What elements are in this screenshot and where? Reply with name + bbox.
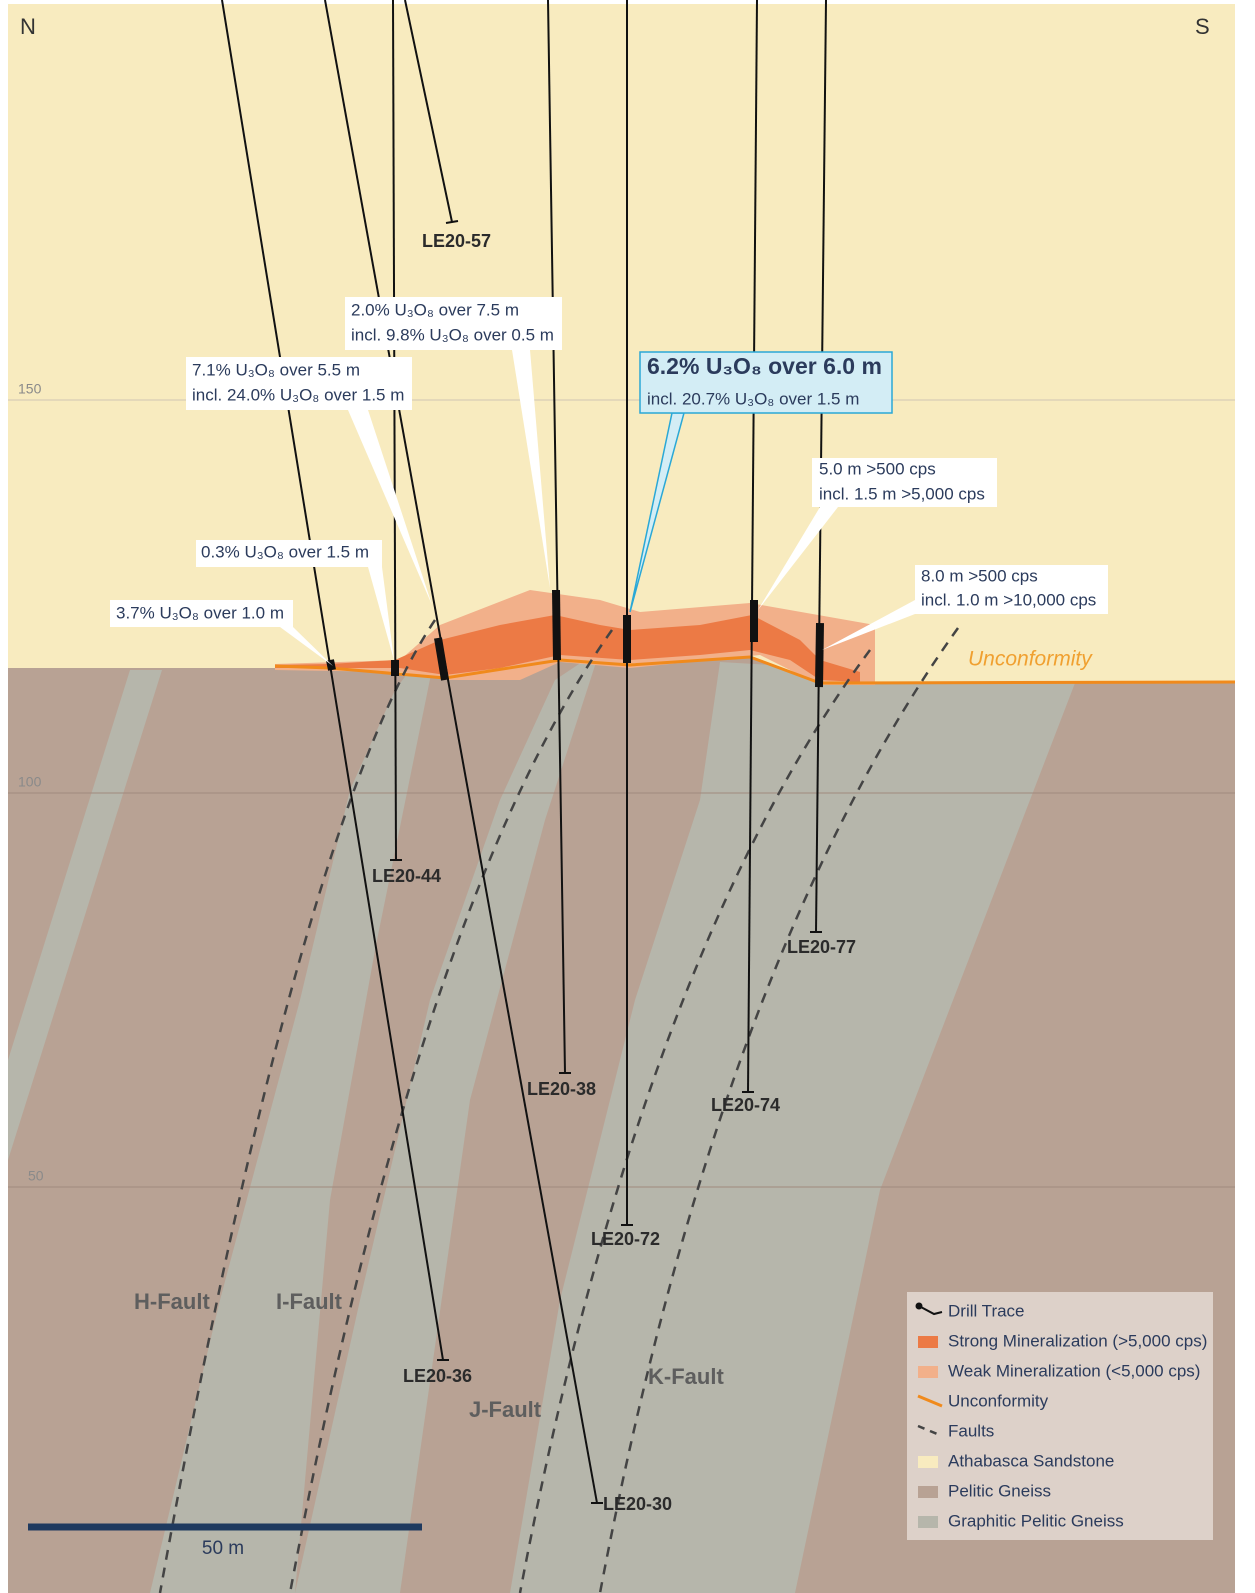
hole-label: LE20-36 xyxy=(403,1366,472,1386)
cross-section: 150 100 50 2.0% U₃O₈ over 7.5 m incl. 9 xyxy=(0,0,1255,1593)
legend-symbol xyxy=(918,1516,938,1528)
interval xyxy=(819,623,820,687)
hole-label: LE20-74 xyxy=(711,1095,780,1115)
elevation-label: 100 xyxy=(18,774,42,790)
assay-text: 8.0 m >500 cps xyxy=(921,566,1038,585)
legend-label: Graphitic Pelitic Gneiss xyxy=(948,1511,1124,1530)
assay-text: 5.0 m >500 cps xyxy=(819,459,936,478)
assay-text: 0.3% U₃O₈ over 1.5 m xyxy=(201,542,369,561)
fault-label: K-Fault xyxy=(648,1364,724,1389)
hole-label: LE20-57 xyxy=(422,231,491,251)
legend-label: Strong Mineralization (>5,000 cps) xyxy=(948,1331,1207,1350)
interval xyxy=(556,590,557,660)
hole-label: LE20-77 xyxy=(787,937,856,957)
legend-symbol xyxy=(918,1456,938,1468)
assay-text: incl. 20.7% U₃O₈ over 1.5 m xyxy=(647,389,859,408)
assay-text: incl. 1.0 m >10,000 cps xyxy=(921,590,1096,609)
assay-text: 3.7% U₃O₈ over 1.0 m xyxy=(116,603,284,622)
north-label: N xyxy=(20,14,36,39)
page: {"header": {"north": "N", "south": "S"},… xyxy=(0,0,1255,1593)
hole-label: LE20-30 xyxy=(603,1494,672,1514)
unconformity-label: Unconformity xyxy=(968,648,1093,671)
legend-symbol xyxy=(918,1336,938,1348)
assay-text: incl. 9.8% U₃O₈ over 0.5 m xyxy=(351,325,554,344)
legend-label: Faults xyxy=(948,1421,994,1440)
legend-symbol xyxy=(918,1366,938,1378)
assay-text: incl. 1.5 m >5,000 cps xyxy=(819,484,985,503)
legend-label: Pelitic Gneiss xyxy=(948,1481,1051,1500)
assay-text: 7.1% U₃O₈ over 5.5 m xyxy=(192,360,360,379)
hole-label: LE20-44 xyxy=(372,866,441,886)
elevation-label: 50 xyxy=(28,1168,44,1184)
legend-label: Athabasca Sandstone xyxy=(948,1451,1114,1470)
scale-label: 50 m xyxy=(202,1538,244,1559)
legend-label: Unconformity xyxy=(948,1391,1049,1410)
hole-label: LE20-72 xyxy=(591,1229,660,1249)
legend-label: Weak Mineralization (<5,000 cps) xyxy=(948,1361,1200,1380)
assay-text: 2.0% U₃O₈ over 7.5 m xyxy=(351,300,519,319)
assay-highlight: 6.2% U₃O₈ over 6.0 m xyxy=(647,353,882,379)
legend-box xyxy=(907,1292,1213,1540)
fault-label: J-Fault xyxy=(469,1397,542,1422)
fault-label: I-Fault xyxy=(276,1289,343,1314)
legend-label: Drill Trace xyxy=(948,1301,1025,1320)
elevation-label: 150 xyxy=(18,381,42,397)
hole-label: LE20-38 xyxy=(527,1079,596,1099)
south-label: S xyxy=(1195,14,1210,39)
assay-text: incl. 24.0% U₃O₈ over 1.5 m xyxy=(192,385,404,404)
fault-label: H-Fault xyxy=(134,1289,210,1314)
legend-symbol xyxy=(918,1486,938,1498)
